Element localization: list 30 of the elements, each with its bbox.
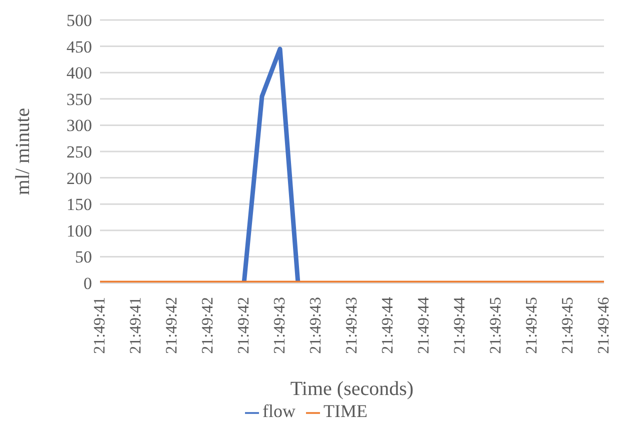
x-tick-label: 21:49:43	[272, 297, 288, 354]
x-tick-label: 21:49:45	[488, 297, 504, 354]
y-tick-label: 50	[75, 248, 92, 267]
x-tick-label: 21:49:46	[596, 297, 612, 354]
y-tick-label: 0	[84, 274, 92, 294]
y-tick-label: 450	[66, 37, 92, 56]
legend-label: flow	[262, 401, 296, 421]
y-tick-label: 400	[66, 64, 92, 83]
x-tick-label: 21:49:43	[344, 297, 360, 354]
y-tick-label: 300	[66, 116, 92, 136]
x-tick-label: 21:49:44	[380, 297, 396, 354]
y-axis-title: ml/ minute	[12, 108, 34, 196]
y-tick-label: 250	[66, 142, 92, 162]
legend-label: TIME	[324, 401, 368, 421]
x-tick-label: 21:49:44	[452, 297, 468, 354]
y-tick-label: 100	[66, 221, 92, 240]
x-tick-label: 21:49:43	[308, 297, 324, 354]
x-tick-label: 21:49:45	[560, 297, 576, 354]
x-tick-label: 21:49:42	[200, 297, 216, 354]
x-tick-label: 21:49:44	[416, 297, 432, 354]
y-tick-label: 350	[66, 90, 92, 109]
x-tick-label: 21:49:41	[92, 297, 108, 354]
y-tick-label: 200	[66, 168, 92, 188]
y-tick-label: 150	[66, 195, 92, 214]
x-axis-title: Time (seconds)	[290, 378, 414, 400]
x-tick-label: 21:49:42	[236, 297, 252, 354]
x-tick-label: 21:49:42	[164, 297, 180, 354]
x-tick-label: 21:49:41	[128, 297, 144, 354]
y-tick-label: 500	[66, 11, 92, 30]
x-tick-label: 21:49:45	[524, 297, 540, 354]
